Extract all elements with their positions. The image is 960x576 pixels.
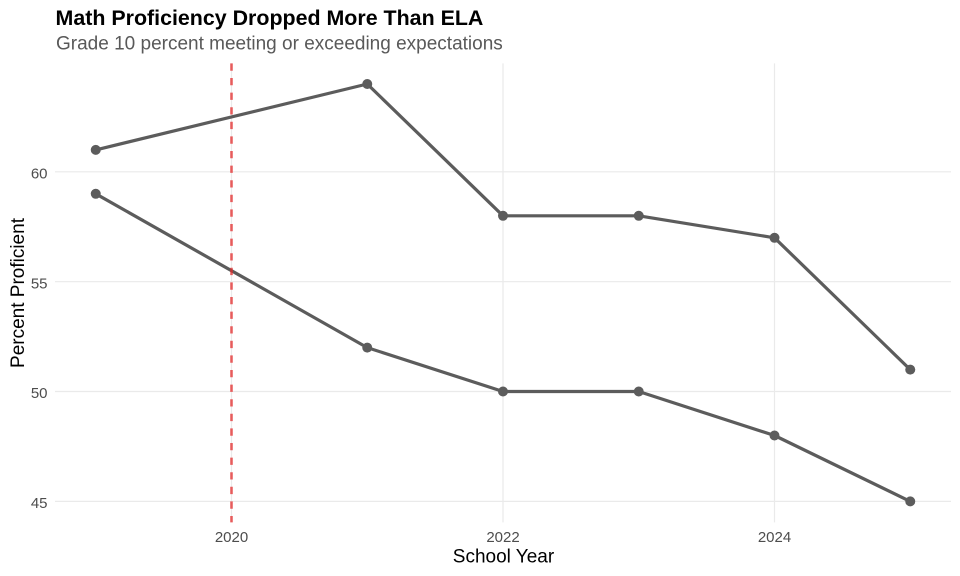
svg-text:Grade 10 percent meeting or ex: Grade 10 percent meeting or exceeding ex…: [56, 34, 503, 55]
svg-text:55: 55: [31, 275, 48, 292]
svg-text:2024: 2024: [758, 529, 791, 546]
svg-text:School Year: School Year: [453, 546, 555, 567]
svg-text:Math Proficiency Dropped More: Math Proficiency Dropped More Than ELA: [56, 6, 484, 30]
svg-text:50: 50: [31, 385, 48, 402]
svg-text:45: 45: [31, 495, 48, 512]
svg-text:Percent Proficient: Percent Proficient: [8, 217, 29, 368]
svg-text:2020: 2020: [215, 529, 248, 546]
svg-text:2022: 2022: [486, 529, 519, 546]
svg-text:60: 60: [31, 165, 48, 182]
